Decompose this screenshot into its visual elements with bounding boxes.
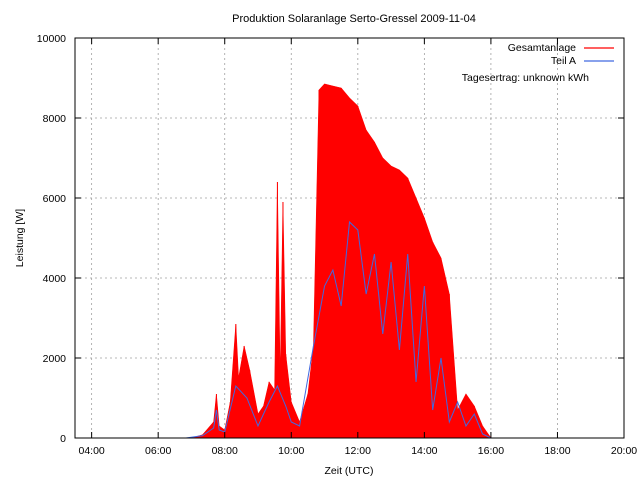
x-axis-label: Zeit (UTC) [325, 465, 374, 477]
plot-frame [74, 37, 625, 439]
y-axis-label: Leistung [W] [14, 209, 26, 267]
y-tick-label: 8000 [43, 113, 67, 125]
x-tick-label: 14:00 [411, 445, 437, 457]
x-tick-label: 16:00 [478, 445, 504, 457]
teil-a-series [185, 220, 492, 439]
y-tick-label: 0 [60, 433, 66, 445]
legend-label-gesamtanlage: Gesamtanlage [508, 42, 576, 54]
chart-title: Produktion Solaranlage Serto-Gressel 200… [232, 13, 476, 25]
x-tick-label: 10:00 [278, 445, 304, 457]
y-tick-label: 2000 [43, 353, 67, 365]
x-tick-label: 20:00 [611, 445, 637, 457]
teil-a-line [185, 220, 492, 439]
tagesertrag-annotation: Tagesertrag: unknown kWh [462, 72, 589, 84]
y-tick-label: 4000 [43, 273, 67, 285]
y-axis-ticks: 0 2000 4000 6000 8000 10000 [37, 33, 624, 445]
gesamtanlage-series [191, 83, 492, 439]
y-tick-label: 6000 [43, 193, 67, 205]
x-axis-ticks: 04:00 06:00 08:00 10:00 12:00 14:00 16:00 18:00… [78, 38, 637, 457]
x-tick-label: 06:00 [145, 445, 171, 457]
y-tick-label: 10000 [37, 33, 66, 45]
x-tick-label: 08:00 [212, 445, 238, 457]
x-tick-label: 12:00 [345, 445, 371, 457]
x-tick-label: 18:00 [544, 445, 570, 457]
x-tick-label: 04:00 [78, 445, 104, 457]
legend: Gesamtanlage Teil A [508, 42, 614, 67]
legend-label-teil-a: Teil A [551, 55, 576, 67]
